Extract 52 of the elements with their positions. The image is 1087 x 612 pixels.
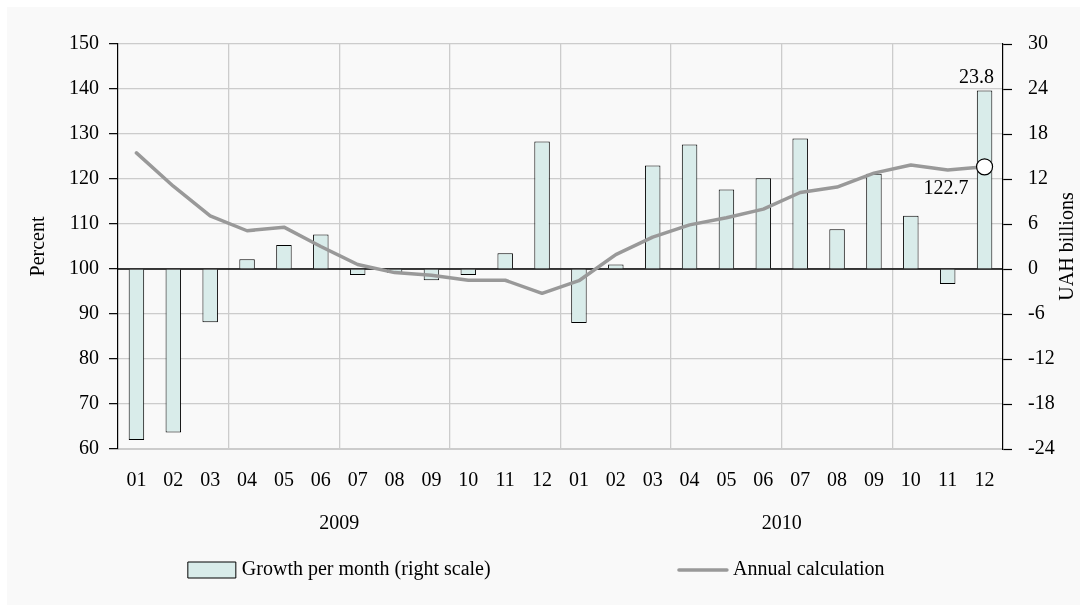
legend-label: Annual calculation xyxy=(732,557,885,580)
x-tick-label: 04 xyxy=(237,468,258,491)
x-tick-label: 05 xyxy=(716,468,737,491)
x-tick-label: 04 xyxy=(679,468,700,491)
x-tick-label: 11 xyxy=(938,468,958,491)
y-tick-label: 70 xyxy=(79,391,99,414)
text: 2010 xyxy=(761,511,802,534)
y2-tick-label: -18 xyxy=(1028,391,1055,414)
y-tick-label: 150 xyxy=(69,31,99,54)
x-tick-label: 08 xyxy=(827,468,848,491)
x-tick-label: 03 xyxy=(642,468,663,491)
y-tick-label: 110 xyxy=(69,211,99,234)
y2-tick-label: -6 xyxy=(1028,301,1045,324)
y-tick-label: 130 xyxy=(69,121,99,144)
x-tick-label: 01 xyxy=(568,468,589,491)
y2-tick-label: 30 xyxy=(1028,31,1048,54)
data-label: 122.7 xyxy=(923,176,969,199)
x-tick-label: 08 xyxy=(384,468,405,491)
data-label: 23.8 xyxy=(959,64,995,87)
y2-tick-label: -12 xyxy=(1028,346,1055,369)
x-tick-label: 06 xyxy=(310,468,331,491)
y2-tick-label: 6 xyxy=(1028,211,1038,234)
y2-tick-label: -24 xyxy=(1028,436,1055,459)
y-tick-label: 60 xyxy=(79,436,99,459)
y-tick-label: 90 xyxy=(79,301,99,324)
x-tick-label: 07 xyxy=(347,468,368,491)
y2-tick-label: 0 xyxy=(1028,256,1038,279)
x-tick-label: 05 xyxy=(273,468,294,491)
y-tick-label: 140 xyxy=(69,76,99,99)
y-tick-label: 100 xyxy=(69,256,99,279)
x-tick-label: 12 xyxy=(974,468,995,491)
x-tick-label: 12 xyxy=(532,468,553,491)
x-tick-label: 01 xyxy=(126,468,147,491)
x-tick-label: 10 xyxy=(900,468,921,491)
x-tick-label: 02 xyxy=(163,468,184,491)
x-tick-label: 09 xyxy=(863,468,884,491)
x-tick-label: 11 xyxy=(495,468,515,491)
y-tick-label: 80 xyxy=(79,346,99,369)
x-tick-label: 02 xyxy=(605,468,626,491)
x-tick-label: 10 xyxy=(458,468,479,491)
y-axis-title: Percent xyxy=(26,216,49,277)
y2-tick-label: 18 xyxy=(1028,121,1048,144)
x-tick-label: 03 xyxy=(200,468,221,491)
x-tick-label: 09 xyxy=(421,468,442,491)
x-tick-label: 07 xyxy=(790,468,811,491)
y-tick-label: 120 xyxy=(69,166,99,189)
legend-label: Growth per month (right scale) xyxy=(241,557,491,581)
text: 2009 xyxy=(319,511,360,534)
y2-tick-label: 24 xyxy=(1028,76,1048,99)
x-tick-label: 06 xyxy=(753,468,774,491)
y2-tick-label: 12 xyxy=(1028,166,1048,189)
y2-axis-title: UAH billions xyxy=(1055,192,1078,301)
